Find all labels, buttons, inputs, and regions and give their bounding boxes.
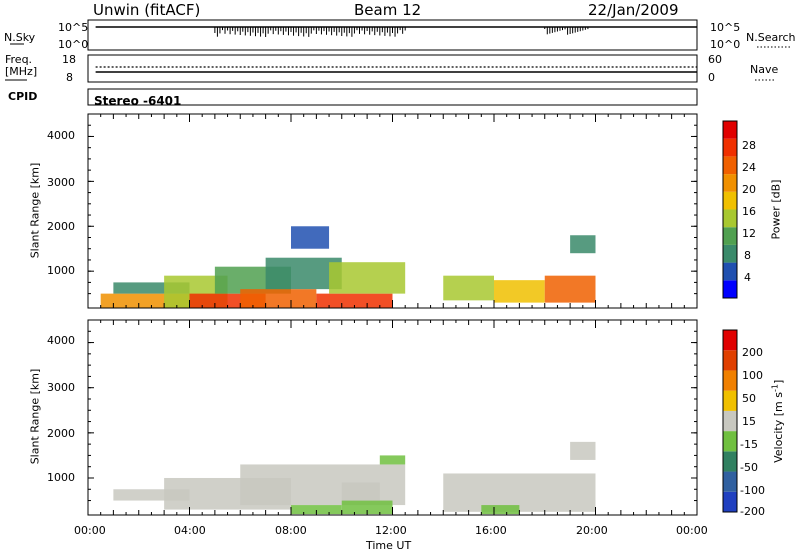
power-y-tick: 4000 (47, 129, 75, 142)
velocity-scale-tick: 50 (742, 392, 756, 405)
power-scale-tick: 4 (744, 271, 751, 284)
power-scale-swatch (723, 209, 737, 228)
freq-label: Freq. (5, 53, 33, 66)
nsearch-label: N.Search (746, 31, 796, 44)
x-tick: 12:00 (375, 524, 407, 537)
power-data-cell (443, 275, 494, 301)
power-scale-swatch (723, 227, 737, 245)
power-y-tick: 1000 (47, 264, 75, 277)
x-axis-label: Time UT (366, 539, 412, 552)
velocity-y-tick: 4000 (47, 334, 75, 347)
velocity-data-cell (570, 441, 596, 460)
nsearch-tick-top: 10^5 (710, 21, 741, 34)
velocity-data-cell (291, 505, 342, 515)
velocity-data-cell (481, 505, 520, 515)
velocity-scale-tick: -200 (740, 505, 765, 518)
velocity-scale-swatch (723, 370, 737, 391)
power-data-cell (494, 280, 545, 303)
power-y-tick: 3000 (47, 176, 75, 189)
freq-panel-frame (87, 54, 698, 83)
velocity-y-tick: 1000 (47, 471, 75, 484)
nave-label: Nave (750, 63, 779, 76)
velocity-data-cell (240, 464, 406, 506)
velocity-y-tick: 2000 (47, 427, 75, 440)
x-tick: 00:00 (74, 524, 106, 537)
velocity-scale-tick: -15 (740, 438, 758, 451)
nave-tick-bottom: 0 (708, 71, 715, 84)
cpid-label: CPID (8, 90, 38, 103)
nsky-panel-frame (87, 19, 698, 51)
power-scale-swatch (723, 121, 737, 139)
x-tick: 16:00 (475, 524, 507, 537)
nsky-tick-bottom: 10^0 (58, 38, 89, 51)
freq-unit-label: [MHz] (5, 65, 38, 78)
power-scale-swatch (723, 156, 737, 175)
power-scale-tick: 16 (742, 205, 756, 218)
velocity-scale-swatch (723, 350, 737, 371)
station-title: Unwin (fitACF) (93, 1, 201, 19)
power-scale-frame (722, 120, 738, 299)
power-scale-tick: 24 (742, 161, 756, 174)
velocity-scale-swatch (723, 431, 737, 452)
velocity-scale-frame (722, 329, 738, 513)
cpid-panel-frame (87, 88, 698, 106)
power-y-tick: 2000 (47, 220, 75, 233)
velocity-scale-tick: -100 (740, 484, 765, 497)
power-scale-swatch (723, 262, 737, 281)
power-data-cell (570, 235, 596, 254)
power-scale-swatch (723, 174, 737, 192)
beam-title: Beam 12 (354, 1, 422, 19)
velocity-data-cell (341, 500, 393, 515)
velocity-scale-tick: -50 (740, 461, 758, 474)
velocity-scale-swatch (723, 330, 737, 351)
power-data-cell (240, 289, 317, 308)
x-tick: 00:00 (676, 524, 708, 537)
nsky-label: N.Sky (4, 31, 36, 44)
power-data-cell (544, 275, 596, 303)
power-scale-tick: 28 (742, 139, 756, 152)
velocity-data-cell (379, 455, 406, 465)
velocity-scale-swatch (723, 491, 737, 512)
freq-tick-top: 18 (62, 53, 76, 66)
date-title: 22/Jan/2009 (588, 1, 679, 19)
velocity-scale-tick: 100 (742, 369, 763, 382)
x-tick: 04:00 (174, 524, 206, 537)
velocity-scale-swatch (723, 390, 737, 411)
freq-tick-bottom: 8 (66, 71, 73, 84)
nave-tick-top: 60 (708, 53, 722, 66)
velocity-scale-swatch (723, 471, 737, 492)
velocity-data-cell (113, 489, 190, 501)
power-data-cell (291, 226, 330, 249)
power-scale-swatch (723, 191, 737, 210)
velocity-y-tick: 3000 (47, 381, 75, 394)
nsky-tick-top: 10^5 (58, 21, 89, 34)
power-scale-tick: 20 (742, 183, 756, 196)
x-tick: 08:00 (275, 524, 307, 537)
power-scale-tick: 12 (742, 227, 756, 240)
nsearch-tick-bottom: 10^0 (710, 38, 741, 51)
velocity-scale-tick: 200 (742, 346, 763, 359)
velocity-scale-tick: 15 (742, 415, 756, 428)
velocity-data-cell (341, 482, 380, 501)
velocity-scale-swatch (723, 410, 737, 432)
power-scale-tick: 8 (744, 249, 751, 262)
power-scale-swatch (723, 244, 737, 263)
power-scale-swatch (723, 138, 737, 157)
power-data-cell (113, 282, 190, 294)
power-scale-swatch (723, 280, 737, 298)
velocity-scale-swatch (723, 451, 737, 472)
power-data-cell (329, 262, 406, 294)
power-data-cell (316, 293, 393, 308)
x-tick: 20:00 (576, 524, 608, 537)
